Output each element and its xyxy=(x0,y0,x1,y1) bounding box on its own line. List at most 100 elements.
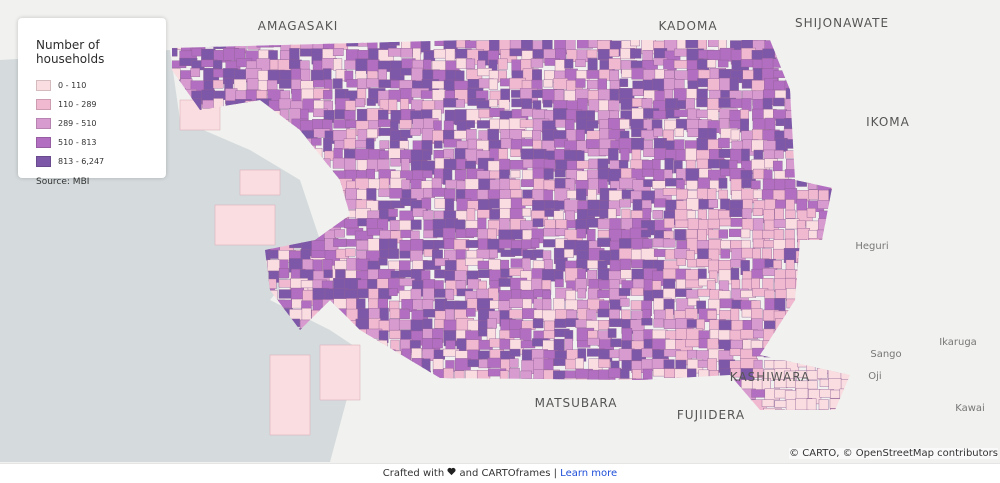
district xyxy=(676,258,687,266)
district xyxy=(310,189,320,198)
district xyxy=(511,98,523,108)
district xyxy=(554,169,566,178)
district xyxy=(498,380,509,397)
district xyxy=(465,58,476,69)
district xyxy=(839,310,850,323)
map: AMAGASAKI KADOMA SHIJONAWATE IKOMA Heguri San… xyxy=(0,16,985,462)
district xyxy=(246,78,259,90)
district xyxy=(807,270,819,285)
district xyxy=(321,158,331,170)
district xyxy=(830,408,848,410)
district xyxy=(377,369,393,381)
district xyxy=(390,158,401,167)
district xyxy=(247,129,259,138)
district xyxy=(597,237,611,247)
district xyxy=(300,80,315,91)
district xyxy=(752,368,764,378)
district xyxy=(828,129,846,139)
district xyxy=(685,378,699,391)
district xyxy=(796,177,807,187)
district xyxy=(806,208,816,218)
district xyxy=(585,120,599,129)
district xyxy=(268,100,281,112)
district xyxy=(795,339,805,354)
district xyxy=(685,148,697,162)
district xyxy=(853,358,868,366)
district xyxy=(212,79,224,89)
district xyxy=(807,340,825,352)
place-labels: AMAGASAKI KADOMA SHIJONAWATE IKOMA Heguri San… xyxy=(258,16,985,422)
legend-item: 289 - 510 xyxy=(36,114,166,133)
district xyxy=(399,269,413,278)
district xyxy=(609,70,619,82)
district xyxy=(532,218,544,228)
district xyxy=(773,70,788,78)
district xyxy=(509,179,521,190)
district xyxy=(796,320,814,335)
place-label: Heguri xyxy=(855,241,888,252)
district xyxy=(618,378,636,391)
district xyxy=(729,77,739,91)
district xyxy=(719,310,731,320)
district xyxy=(828,378,842,391)
district xyxy=(599,379,611,390)
district xyxy=(368,390,379,407)
district xyxy=(587,58,598,71)
district xyxy=(830,360,844,373)
district xyxy=(784,229,795,240)
district xyxy=(697,288,711,297)
district xyxy=(323,90,333,100)
district xyxy=(827,318,837,329)
district xyxy=(443,368,454,385)
district xyxy=(432,338,443,349)
district xyxy=(389,188,403,199)
district xyxy=(795,129,812,144)
district xyxy=(465,397,484,410)
district xyxy=(851,129,862,141)
attribution: © CARTO, © OpenStreetMap contributors xyxy=(789,448,998,459)
district xyxy=(654,379,673,394)
district xyxy=(828,218,838,229)
district xyxy=(333,238,347,247)
district xyxy=(797,239,808,250)
district xyxy=(399,119,412,129)
district xyxy=(774,150,784,159)
district xyxy=(422,389,432,397)
district xyxy=(521,130,533,139)
district xyxy=(663,78,676,91)
district xyxy=(652,180,667,189)
district xyxy=(445,377,456,389)
district xyxy=(853,178,869,186)
district xyxy=(708,229,720,239)
district xyxy=(807,179,818,190)
district xyxy=(521,138,534,147)
district xyxy=(510,170,521,179)
district xyxy=(423,50,436,62)
district xyxy=(752,218,764,233)
district xyxy=(785,310,798,326)
district xyxy=(818,278,830,288)
place-label: IKOMA xyxy=(866,115,910,129)
learn-more-link[interactable]: Learn more xyxy=(560,468,618,479)
district xyxy=(761,399,775,407)
district xyxy=(344,409,359,410)
legend-label: 289 - 510 xyxy=(58,119,97,128)
district xyxy=(751,318,763,331)
district xyxy=(652,410,661,424)
district xyxy=(355,140,367,149)
district xyxy=(533,178,545,190)
district xyxy=(378,257,388,266)
district xyxy=(696,158,709,169)
district xyxy=(335,198,345,211)
district xyxy=(819,328,836,343)
district xyxy=(334,109,346,120)
district xyxy=(817,179,835,192)
district xyxy=(686,88,698,100)
district xyxy=(818,399,829,410)
district xyxy=(852,371,865,382)
district xyxy=(202,40,219,48)
district xyxy=(828,68,839,84)
district xyxy=(269,40,283,48)
district xyxy=(631,287,644,296)
district xyxy=(852,160,865,167)
